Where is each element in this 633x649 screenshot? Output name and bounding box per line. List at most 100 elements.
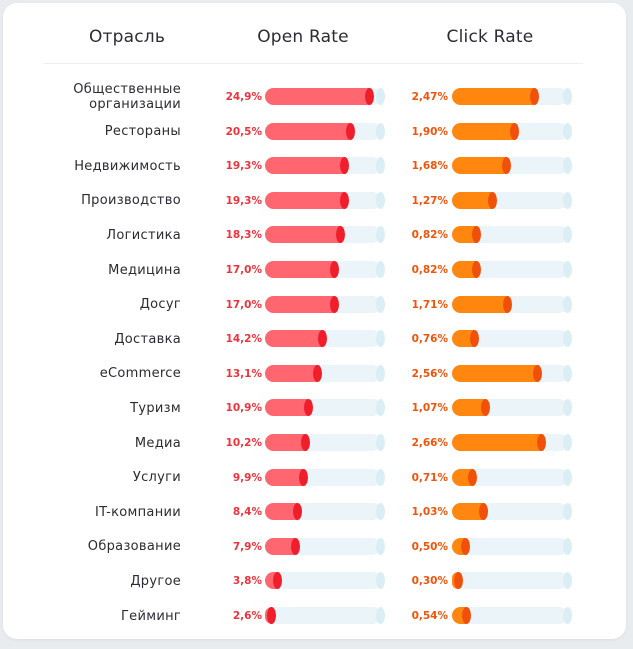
bar-track-end	[563, 330, 572, 348]
open-rate-value: 20,5%	[225, 125, 262, 138]
open-rate-value: 8,4%	[232, 506, 262, 519]
bar-track-end	[376, 434, 385, 451]
click-rate-bar-cap	[469, 330, 479, 348]
bar-track-end	[563, 191, 572, 209]
click-rate-bar-cap	[532, 364, 542, 382]
open-rate-bar-cap	[299, 468, 309, 486]
open-rate-bar-cap	[345, 122, 355, 140]
open-rate-bar	[265, 434, 306, 451]
open-rate-bar	[265, 503, 298, 521]
header-divider	[43, 63, 583, 64]
table-row: Образование 7,9% 0,50%	[3, 530, 626, 564]
click-rate-bar-track	[452, 399, 572, 417]
open-rate-bar	[265, 88, 370, 105]
bar-track-end	[563, 226, 572, 244]
open-rate-bar-cap	[272, 572, 282, 590]
open-rate-bar-cap	[330, 295, 340, 313]
bar-track-end	[563, 537, 572, 555]
click-rate-bar	[452, 364, 538, 382]
bar-track-end	[563, 122, 572, 140]
open-rate-bar-cap	[336, 226, 346, 244]
bar-track-end	[563, 468, 572, 486]
click-rate-bar-track	[452, 537, 572, 555]
click-rate-bar-track	[452, 295, 572, 313]
table-row: IT-компании 8,4% 1,03%	[3, 495, 626, 529]
bar-track-end	[376, 399, 385, 417]
open-rate-value: 19,3%	[225, 160, 262, 173]
open-rate-bar-track	[265, 122, 385, 140]
open-rate-bar-track	[265, 330, 385, 348]
click-rate-bar-cap	[529, 88, 539, 105]
open-rate-bar	[265, 295, 335, 313]
industry-label: Образование	[87, 539, 181, 555]
open-rate-value: 2,6%	[232, 610, 262, 622]
click-rate-value: 1,07%	[411, 402, 448, 415]
table-row: Рестораны 20,5% 1,90%	[3, 115, 626, 149]
click-rate-bar-cap	[480, 399, 490, 417]
click-rate-bar	[452, 157, 507, 175]
click-rate-value: 0,50%	[411, 540, 448, 553]
open-rate-bar-cap	[364, 88, 374, 105]
open-rate-bar	[265, 157, 345, 175]
open-rate-bar-track	[265, 399, 385, 417]
click-rate-bar-track	[452, 157, 572, 175]
open-rate-bar	[265, 122, 351, 140]
click-rate-bar	[452, 226, 477, 244]
click-rate-bar	[452, 295, 508, 313]
chart-card: Отрасль Open Rate Click Rate Общественны…	[3, 3, 626, 639]
open-rate-value: 9,9%	[232, 471, 262, 484]
click-rate-value: 1,71%	[411, 298, 448, 311]
click-rate-bar	[452, 191, 493, 209]
open-rate-bar-track	[265, 226, 385, 244]
table-row: Общественные организации 24,9% 2,47%	[3, 80, 626, 114]
click-rate-value: 0,71%	[411, 471, 448, 484]
open-rate-bar-track	[265, 157, 385, 175]
open-rate-bar-track	[265, 295, 385, 313]
click-rate-value: 0,76%	[411, 333, 448, 346]
table-row: Медиа 10,2% 2,66%	[3, 426, 626, 460]
click-rate-bar-cap	[509, 122, 519, 140]
table-row: Досуг 17,0% 1,71%	[3, 288, 626, 322]
bar-track-end	[563, 364, 572, 382]
click-rate-bar-track	[452, 330, 572, 348]
industry-label: Логистика	[106, 227, 181, 243]
click-rate-bar	[452, 399, 486, 417]
click-rate-bar-cap	[471, 261, 481, 278]
open-rate-bar-cap	[340, 157, 350, 175]
open-rate-bar-track	[265, 503, 385, 521]
click-rate-value: 0,82%	[411, 229, 448, 242]
industry-label: Недвижимость	[74, 158, 181, 174]
open-rate-bar-track	[265, 364, 385, 382]
click-rate-bar-track	[452, 88, 572, 105]
open-rate-value: 10,2%	[225, 437, 262, 449]
click-rate-bar	[452, 122, 515, 140]
bar-track-end	[376, 364, 385, 382]
click-rate-value: 0,54%	[411, 610, 448, 622]
table-row: eCommerce 13,1% 2,56%	[3, 357, 626, 391]
open-rate-bar-cap	[318, 330, 328, 348]
open-rate-bar-cap	[340, 191, 350, 209]
bar-track-end	[563, 261, 572, 278]
open-rate-bar	[265, 399, 309, 417]
table-row: Другое 3,8% 0,30%	[3, 564, 626, 598]
table-row: Логистика 18,3% 0,82%	[3, 218, 626, 252]
click-rate-bar	[452, 434, 541, 451]
open-rate-bar-track	[265, 261, 385, 278]
industry-label: Доставка	[114, 331, 181, 347]
open-rate-value: 19,3%	[225, 194, 262, 207]
open-rate-bar-cap	[303, 399, 313, 417]
bar-track-end	[563, 88, 572, 105]
bar-track-end	[376, 295, 385, 313]
open-rate-value: 3,8%	[232, 575, 262, 588]
click-rate-value: 1,27%	[411, 194, 448, 207]
open-rate-bar-track	[265, 572, 385, 590]
header-open-rate: Open Rate	[257, 27, 349, 47]
click-rate-value: 2,47%	[411, 91, 448, 103]
bar-track-end	[376, 330, 385, 348]
table-row: Гейминг 2,6% 0,54%	[3, 599, 626, 633]
open-rate-bar-cap	[330, 261, 340, 278]
click-rate-bar-track	[452, 122, 572, 140]
bar-track-end	[376, 122, 385, 140]
header-click-rate: Click Rate	[446, 27, 534, 47]
open-rate-bar	[265, 364, 318, 382]
